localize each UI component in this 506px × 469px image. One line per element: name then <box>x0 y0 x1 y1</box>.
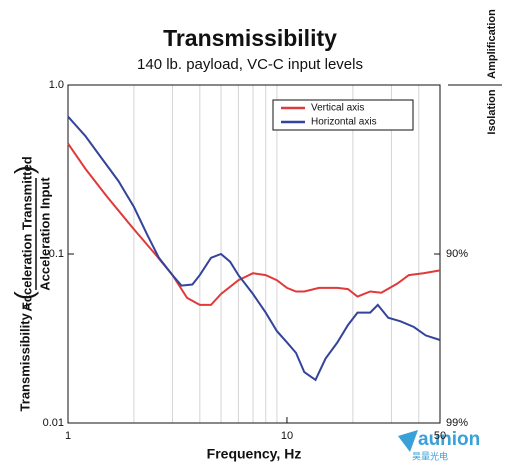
y-tick-label: 1.0 <box>49 79 64 91</box>
x-axis-label: Frequency, Hz <box>207 446 302 462</box>
isolation-label: Isolation <box>486 89 498 135</box>
paren: ) <box>9 165 39 174</box>
series-line <box>67 143 441 306</box>
chart-subtitle: 140 lb. payload, VC-C input levels <box>137 56 363 73</box>
y2-tick-label: 90% <box>446 248 468 260</box>
y-label-prefix: Transmissibility = <box>17 302 32 412</box>
logo-icon <box>398 430 418 452</box>
legend-label: Vertical axis <box>311 103 364 114</box>
paren: ( <box>9 291 39 300</box>
y2-tick-label: 99% <box>446 417 468 429</box>
amplification-label: Amplification <box>486 9 498 79</box>
y-label-numerator: Acceleration Transmitted <box>19 156 34 311</box>
y-tick-label: 0.1 <box>49 248 64 260</box>
chart-title: Transmissibility <box>163 25 337 51</box>
x-tick-label: 50 <box>434 430 446 442</box>
series-line <box>67 115 441 382</box>
x-tick-label: 10 <box>281 430 293 442</box>
plot-frame <box>67 84 441 424</box>
x-tick-label: 1 <box>65 430 71 442</box>
y-label-denominator: Acceleration Input <box>37 177 52 291</box>
watermark-subtitle: 昊量光电 <box>412 450 448 461</box>
y-axis-label: Transmissibility = ( Acceleration Transm… <box>9 156 53 411</box>
legend-box <box>272 99 414 131</box>
legend-label: Horizontal axis <box>311 117 377 128</box>
watermark-brand: aunion <box>418 429 480 450</box>
y-tick-label: 0.01 <box>43 417 64 429</box>
